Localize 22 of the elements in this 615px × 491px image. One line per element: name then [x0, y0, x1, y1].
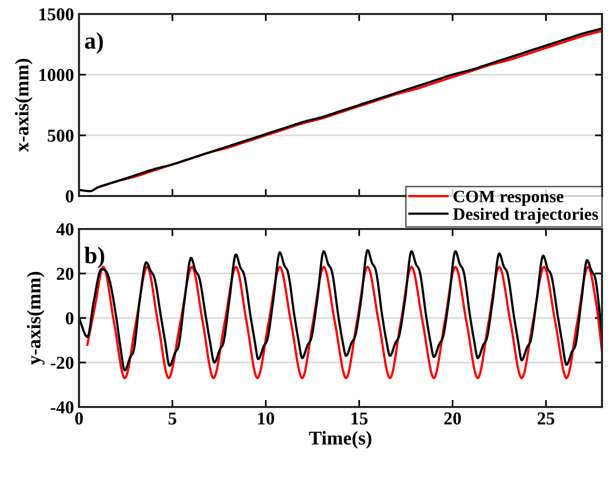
- legend-label: Desired trajectories: [453, 208, 598, 224]
- y-tick-label: 1000: [39, 68, 74, 82]
- y-tick-label: -20: [50, 356, 74, 369]
- annotation: a): [84, 32, 103, 54]
- legend-label: COM response: [454, 190, 564, 206]
- x-tick-label: 10: [258, 412, 274, 425]
- x-tick-label: 20: [444, 412, 461, 425]
- x-tick-label: 5: [168, 412, 176, 425]
- x-tick-label: 0: [75, 412, 83, 425]
- y-axis-title: y-axis(mm): [26, 272, 45, 365]
- y-tick-label: 1500: [39, 8, 74, 20]
- y-tick-label: 40: [56, 223, 74, 236]
- x-axis-title: Time(s): [309, 431, 372, 449]
- annotation: b): [84, 246, 104, 268]
- y-axis-title: x-axis(mm): [14, 58, 32, 152]
- y-tick-label: 500: [48, 130, 74, 142]
- y-tick-label: 0: [66, 312, 74, 324]
- y-tick-label: 0: [66, 190, 74, 202]
- y-tick-label: 20: [56, 268, 74, 280]
- x-tick-label: 25: [538, 412, 554, 425]
- y-tick-label: -40: [50, 401, 74, 414]
- x-tick-label: 15: [352, 412, 368, 425]
